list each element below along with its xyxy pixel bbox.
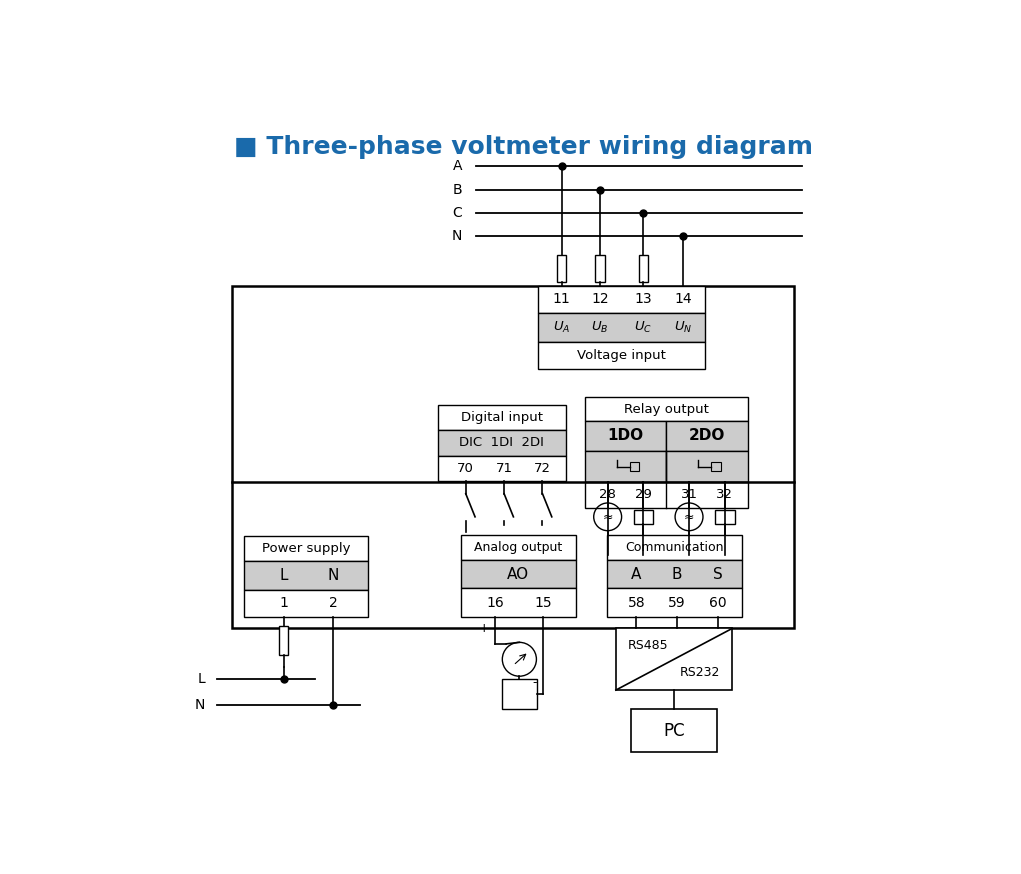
Bar [460, 588, 576, 617]
Text: 1DO: 1DO [607, 428, 643, 443]
Bar [585, 420, 667, 451]
Bar [712, 462, 721, 471]
Bar [244, 561, 368, 590]
Text: N: N [195, 698, 205, 712]
Bar [639, 255, 648, 282]
Text: B: B [452, 183, 463, 197]
Text: 32: 32 [717, 489, 733, 502]
Text: L: L [280, 568, 288, 583]
Bar [616, 628, 732, 690]
Text: RS485: RS485 [628, 639, 669, 652]
Text: 28: 28 [599, 489, 616, 502]
Text: 1: 1 [279, 596, 288, 610]
Bar [438, 456, 566, 482]
Text: 70: 70 [457, 462, 474, 475]
Text: $U_B$: $U_B$ [591, 320, 609, 335]
Bar [460, 535, 576, 560]
Bar [557, 255, 567, 282]
Text: N: N [452, 229, 463, 243]
Text: $U_N$: $U_N$ [674, 320, 692, 335]
Text: Analog output: Analog output [474, 541, 563, 554]
Bar [438, 406, 566, 430]
Bar [715, 510, 734, 524]
Text: 16: 16 [486, 596, 504, 610]
Bar [667, 451, 747, 482]
Text: 58: 58 [628, 596, 645, 610]
Text: DIC  1DI  2DI: DIC 1DI 2DI [459, 436, 544, 449]
Text: 71: 71 [495, 462, 513, 475]
Text: Digital input: Digital input [460, 411, 542, 424]
Text: Voltage input: Voltage input [577, 349, 666, 362]
Bar [606, 560, 742, 588]
Bar [585, 398, 747, 420]
Bar [630, 462, 639, 471]
Bar [631, 710, 717, 752]
Text: PC: PC [664, 722, 685, 739]
Text: 72: 72 [534, 462, 551, 475]
Bar [244, 536, 368, 561]
Bar [502, 678, 537, 710]
Bar [667, 420, 747, 451]
Text: 31: 31 [681, 489, 697, 502]
Bar [585, 451, 667, 482]
Text: A: A [631, 566, 641, 582]
Text: Power supply: Power supply [261, 542, 350, 555]
Text: +: + [479, 622, 489, 635]
Text: 12: 12 [591, 292, 609, 306]
Text: Relay output: Relay output [624, 403, 709, 415]
Text: 59: 59 [669, 596, 686, 610]
Text: S: S [713, 566, 723, 582]
Text: Communication: Communication [625, 541, 724, 554]
Bar [279, 626, 288, 656]
Bar [538, 342, 704, 369]
Text: 29: 29 [635, 489, 651, 502]
Bar [585, 482, 747, 508]
Text: 2: 2 [329, 596, 338, 610]
Text: 11: 11 [552, 292, 571, 306]
Text: ≈: ≈ [684, 510, 694, 524]
Text: $U_C$: $U_C$ [634, 320, 652, 335]
Bar [538, 313, 704, 342]
Text: A: A [453, 159, 463, 173]
Bar [460, 560, 576, 588]
Bar [606, 535, 742, 560]
Bar [595, 255, 604, 282]
Bar [634, 510, 653, 524]
Bar [538, 286, 704, 313]
Text: L: L [197, 671, 205, 685]
Bar [244, 590, 368, 617]
Text: C: C [452, 205, 463, 219]
Text: ≈: ≈ [602, 510, 613, 524]
Text: 60: 60 [709, 596, 727, 610]
Bar [438, 430, 566, 456]
Bar [606, 588, 742, 617]
Text: N: N [328, 568, 339, 583]
Text: B: B [672, 566, 682, 582]
Text: 2DO: 2DO [689, 428, 725, 443]
Text: AO: AO [507, 566, 529, 582]
Text: 13: 13 [634, 292, 652, 306]
Bar [232, 286, 794, 628]
Text: 14: 14 [675, 292, 692, 306]
Text: RS232: RS232 [679, 666, 720, 679]
Text: $U_A$: $U_A$ [553, 320, 571, 335]
Text: 15: 15 [535, 596, 552, 610]
Text: ■ Three-phase voltmeter wiring diagram: ■ Three-phase voltmeter wiring diagram [234, 135, 813, 159]
Text: -: - [533, 676, 537, 689]
